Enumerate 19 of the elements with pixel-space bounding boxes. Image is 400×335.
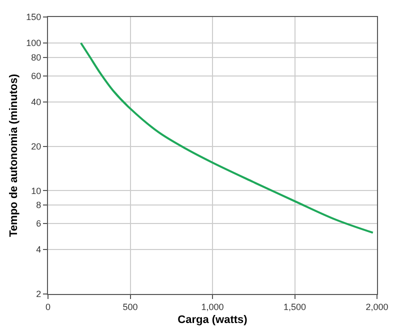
y-tick-label: 100 [26, 38, 42, 48]
x-tick-label: 1,500 [283, 302, 306, 312]
x-tick-label: 1,000 [201, 302, 224, 312]
x-tick-label: 2,000 [366, 302, 388, 312]
line-series [80, 42, 374, 234]
y-tick-label: 20 [31, 141, 42, 152]
y-axis-title: Tempo de autonomia (minutos) [8, 74, 20, 237]
y-tick-label: 2 [36, 289, 42, 300]
x-axis-title: Carga (watts) [178, 314, 248, 326]
x-tick-label: 500 [122, 302, 138, 312]
y-tick-label: 150 [26, 12, 42, 22]
y-tick-label: 80 [31, 52, 42, 62]
y-tick-label: 60 [31, 70, 42, 81]
y-tick-label: 40 [31, 96, 42, 107]
x-tick-label: 0 [45, 302, 51, 312]
y-tick-label: 6 [36, 218, 42, 229]
y-tick-label: 4 [36, 244, 42, 255]
y-tick-label: 10 [31, 186, 42, 196]
y-tick-label: 8 [36, 200, 42, 210]
